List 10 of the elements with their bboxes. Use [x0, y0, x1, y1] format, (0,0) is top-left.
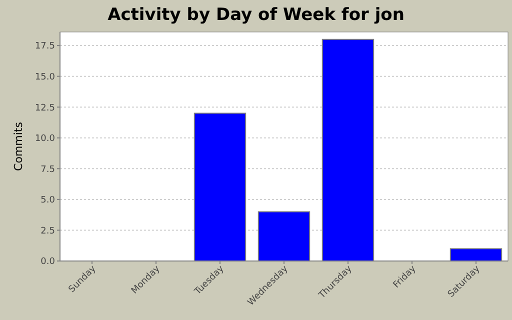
- y-tick-label: 12.5: [34, 103, 55, 114]
- y-tick-label: 17.5: [34, 42, 55, 52]
- y-tick-label: 15.0: [34, 72, 56, 82]
- y-tick-label: 2.5: [40, 226, 55, 236]
- y-tick-label: 0.0: [40, 257, 56, 268]
- y-tick-label: 5.0: [40, 196, 56, 206]
- chart-title: Activity by Day of Week for jon: [108, 5, 404, 25]
- y-tick-label: 7.5: [40, 164, 55, 175]
- y-axis-title: Commits: [12, 122, 25, 171]
- y-tick-label: 10.0: [34, 134, 56, 144]
